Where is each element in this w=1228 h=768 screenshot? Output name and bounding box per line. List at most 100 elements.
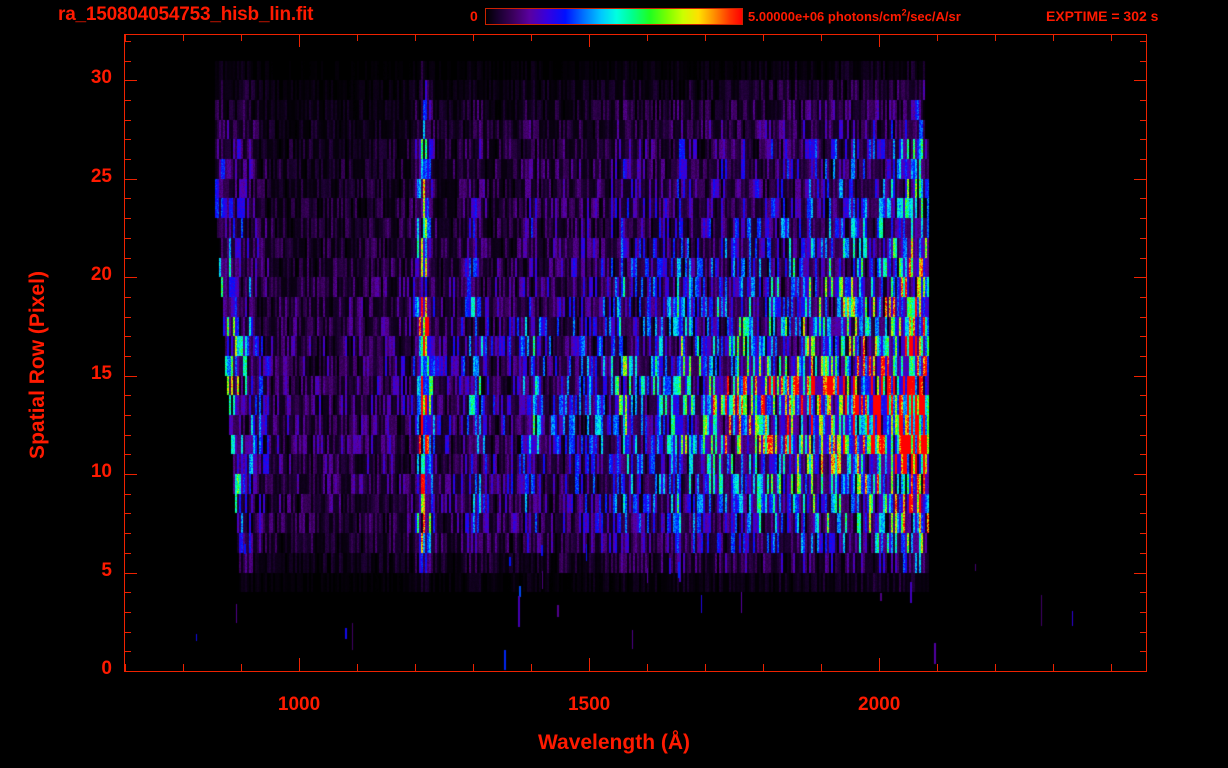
y-tick-label: 20 bbox=[90, 264, 112, 286]
colorbar-units-exponent: 2 bbox=[901, 7, 907, 18]
y-minor-tick bbox=[124, 612, 131, 613]
colorbar bbox=[485, 8, 743, 25]
y-major-tick-right bbox=[1134, 80, 1147, 81]
y-minor-tick-right bbox=[1140, 435, 1147, 436]
x-minor-tick bbox=[415, 664, 416, 671]
y-major-tick-right bbox=[1134, 671, 1147, 672]
x-minor-tick bbox=[125, 664, 126, 671]
y-minor-tick-right bbox=[1140, 297, 1147, 298]
y-tick-label: 25 bbox=[90, 165, 112, 187]
y-major-tick bbox=[124, 277, 137, 278]
y-major-tick-right bbox=[1134, 474, 1147, 475]
y-minor-tick bbox=[124, 454, 131, 455]
y-major-tick bbox=[124, 573, 137, 574]
y-minor-tick bbox=[124, 592, 131, 593]
x-minor-tick bbox=[995, 664, 996, 671]
y-minor-tick-right bbox=[1140, 632, 1147, 633]
y-minor-tick-right bbox=[1140, 612, 1147, 613]
y-minor-tick-right bbox=[1140, 120, 1147, 121]
y-minor-tick bbox=[124, 317, 131, 318]
x-minor-tick bbox=[763, 664, 764, 671]
y-minor-tick-right bbox=[1140, 651, 1147, 652]
y-minor-tick bbox=[124, 159, 131, 160]
y-tick-label: 0 bbox=[101, 658, 112, 679]
x-minor-tick-top bbox=[937, 34, 938, 41]
y-minor-tick bbox=[124, 336, 131, 337]
y-minor-tick-right bbox=[1140, 336, 1147, 337]
exptime-label: EXPTIME = 302 s bbox=[1046, 8, 1159, 24]
y-minor-tick-right bbox=[1140, 238, 1147, 239]
y-minor-tick bbox=[124, 218, 131, 219]
y-major-tick-right bbox=[1134, 277, 1147, 278]
x-minor-tick-top bbox=[1111, 34, 1112, 41]
y-minor-tick bbox=[124, 41, 131, 42]
y-tick-label: 5 bbox=[101, 559, 112, 581]
x-minor-tick-top bbox=[531, 34, 532, 41]
x-major-tick bbox=[589, 658, 590, 671]
x-minor-tick bbox=[821, 664, 822, 671]
y-minor-tick bbox=[124, 632, 131, 633]
x-minor-tick bbox=[937, 664, 938, 671]
y-minor-tick-right bbox=[1140, 415, 1147, 416]
y-minor-tick-right bbox=[1140, 395, 1147, 396]
x-minor-tick-top bbox=[647, 34, 648, 41]
x-minor-tick bbox=[705, 664, 706, 671]
x-minor-tick bbox=[1111, 664, 1112, 671]
x-major-tick-top bbox=[299, 34, 300, 47]
y-minor-tick bbox=[124, 61, 131, 62]
y-minor-tick-right bbox=[1140, 533, 1147, 534]
x-minor-tick-top bbox=[995, 34, 996, 41]
y-major-tick-right bbox=[1134, 179, 1147, 180]
y-tick-label: 10 bbox=[90, 461, 112, 483]
y-minor-tick-right bbox=[1140, 198, 1147, 199]
x-minor-tick-top bbox=[125, 34, 126, 41]
y-minor-tick-right bbox=[1140, 159, 1147, 160]
colorbar-max-label: 5.00000e+06 photons/cm2/sec/A/sr bbox=[748, 8, 961, 25]
y-minor-tick-right bbox=[1140, 61, 1147, 62]
y-minor-tick bbox=[124, 435, 131, 436]
y-minor-tick-right bbox=[1140, 100, 1147, 101]
y-minor-tick bbox=[124, 651, 131, 652]
x-minor-tick-top bbox=[183, 34, 184, 41]
y-axis-title: Spatial Row (Pixel) bbox=[26, 271, 49, 459]
x-minor-tick-top bbox=[357, 34, 358, 41]
x-tick-label: 2000 bbox=[858, 694, 901, 715]
x-minor-tick-top bbox=[763, 34, 764, 41]
x-minor-tick bbox=[531, 664, 532, 671]
x-minor-tick bbox=[473, 664, 474, 671]
y-minor-tick bbox=[124, 533, 131, 534]
x-axis-title: Wavelength (Å) bbox=[537, 731, 691, 754]
y-minor-tick bbox=[124, 100, 131, 101]
x-tick-label: 1000 bbox=[277, 694, 321, 715]
y-major-tick-right bbox=[1134, 573, 1147, 574]
y-minor-tick-right bbox=[1140, 41, 1147, 42]
x-minor-tick-top bbox=[1053, 34, 1054, 41]
y-minor-tick bbox=[124, 395, 131, 396]
x-tick-label: 1500 bbox=[567, 694, 611, 715]
plot-frame bbox=[124, 34, 1147, 672]
x-minor-tick bbox=[357, 664, 358, 671]
y-minor-tick bbox=[124, 139, 131, 140]
y-minor-tick-right bbox=[1140, 454, 1147, 455]
y-minor-tick bbox=[124, 513, 131, 514]
y-major-tick bbox=[124, 671, 137, 672]
x-minor-tick bbox=[183, 664, 184, 671]
page-title: ra_150804054753_hisb_lin.fit bbox=[58, 4, 314, 25]
y-minor-tick bbox=[124, 297, 131, 298]
y-major-tick bbox=[124, 376, 137, 377]
y-minor-tick-right bbox=[1140, 258, 1147, 259]
x-minor-tick bbox=[647, 664, 648, 671]
x-minor-tick bbox=[1053, 664, 1054, 671]
y-minor-tick bbox=[124, 356, 131, 357]
y-minor-tick-right bbox=[1140, 317, 1147, 318]
y-minor-tick-right bbox=[1140, 218, 1147, 219]
y-major-tick bbox=[124, 80, 137, 81]
y-minor-tick bbox=[124, 120, 131, 121]
x-major-tick bbox=[299, 658, 300, 671]
colorbar-max-value: 5.00000e+06 bbox=[748, 9, 825, 24]
y-minor-tick bbox=[124, 415, 131, 416]
spectrogram-image bbox=[125, 35, 1146, 671]
y-minor-tick-right bbox=[1140, 513, 1147, 514]
y-tick-label: 15 bbox=[90, 362, 112, 384]
y-major-tick-right bbox=[1134, 376, 1147, 377]
